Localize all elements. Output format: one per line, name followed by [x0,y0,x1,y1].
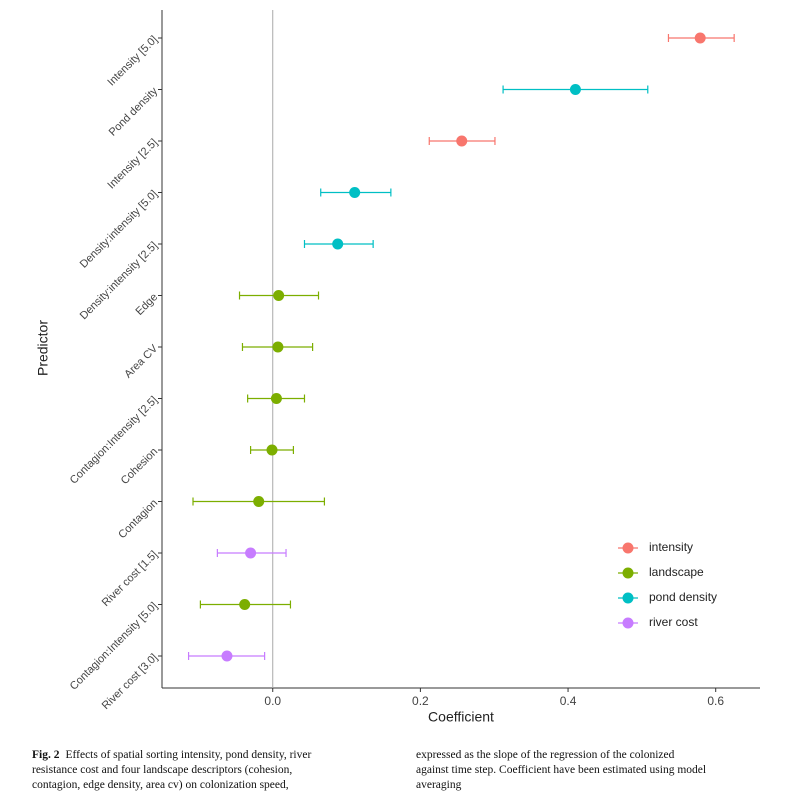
y-tick-label: Pond density [107,85,161,139]
point [456,135,468,147]
legend-label: river cost [649,615,698,629]
x-tick-label: 0.6 [707,694,724,708]
y-tick-label: Contagion [116,497,160,541]
legend-label: pond density [649,590,717,604]
point [349,187,361,198]
y-tick-label: Contagion:Intensity [2.5] [68,394,160,486]
point [332,238,344,250]
y-tick-label: Cohesion [119,446,160,487]
x-tick-label: 0.0 [264,694,281,708]
caption-line: resistance cost and four landscape descr… [32,763,387,778]
y-tick-label: Intensity [5.0] [105,34,160,89]
legend-label: landscape [649,565,704,579]
caption-line: contagion, edge density, area cv) on col… [32,778,387,793]
y-tick-label: Intensity [2.5] [105,137,160,192]
point [245,547,257,559]
y-tick-label: Edge [134,291,161,318]
legend-swatch [622,617,634,629]
x-tick-label: 0.2 [412,694,429,708]
chart: Coefficient Predictor 0.0 0.2 0.4 0.6 Intens… [35,10,760,725]
point [694,32,706,44]
point [270,393,282,404]
y-tick-label: River cost [3.0] [100,652,160,712]
point [239,599,251,610]
caption-line: averaging [416,778,771,793]
y-tick-label: Area CV [122,342,160,380]
caption-text: averaging [416,779,462,791]
caption-line: Fig. 2 Effects of spatial sorting intensi… [32,748,387,763]
y-tick-label: Contagion:Intensity [5.0] [68,600,160,692]
point [272,341,284,353]
caption-text: Effects of spatial sorting intensity, po… [65,749,312,761]
point [273,290,285,301]
caption-text: expressed as the slope of the regression… [416,749,675,761]
point [266,444,278,456]
x-axis-title: Coefficient [428,709,494,725]
point [569,84,581,95]
caption-left: Fig. 2 Effects of spatial sorting intensi… [32,748,387,793]
caption-line: against time step. Coefficient have been… [416,763,771,778]
legend-swatch [622,542,634,554]
caption-line: expressed as the slope of the regression… [416,748,771,763]
caption-text: against time step. Coefficient have been… [416,764,707,776]
legend-label: intensity [649,540,693,554]
x-tick-label: 0.4 [560,694,577,708]
point [253,496,265,507]
caption-text: resistance cost and four landscape descr… [32,764,293,776]
legend-swatch [622,592,634,604]
y-axis-title: Predictor [35,320,51,376]
caption-right: expressed as the slope of the regression… [416,748,771,793]
point [221,650,233,662]
legend-swatch [622,567,634,579]
figure-label: Fig. 2 [32,749,60,761]
caption-text: contagion, edge density, area cv) on col… [32,779,289,791]
